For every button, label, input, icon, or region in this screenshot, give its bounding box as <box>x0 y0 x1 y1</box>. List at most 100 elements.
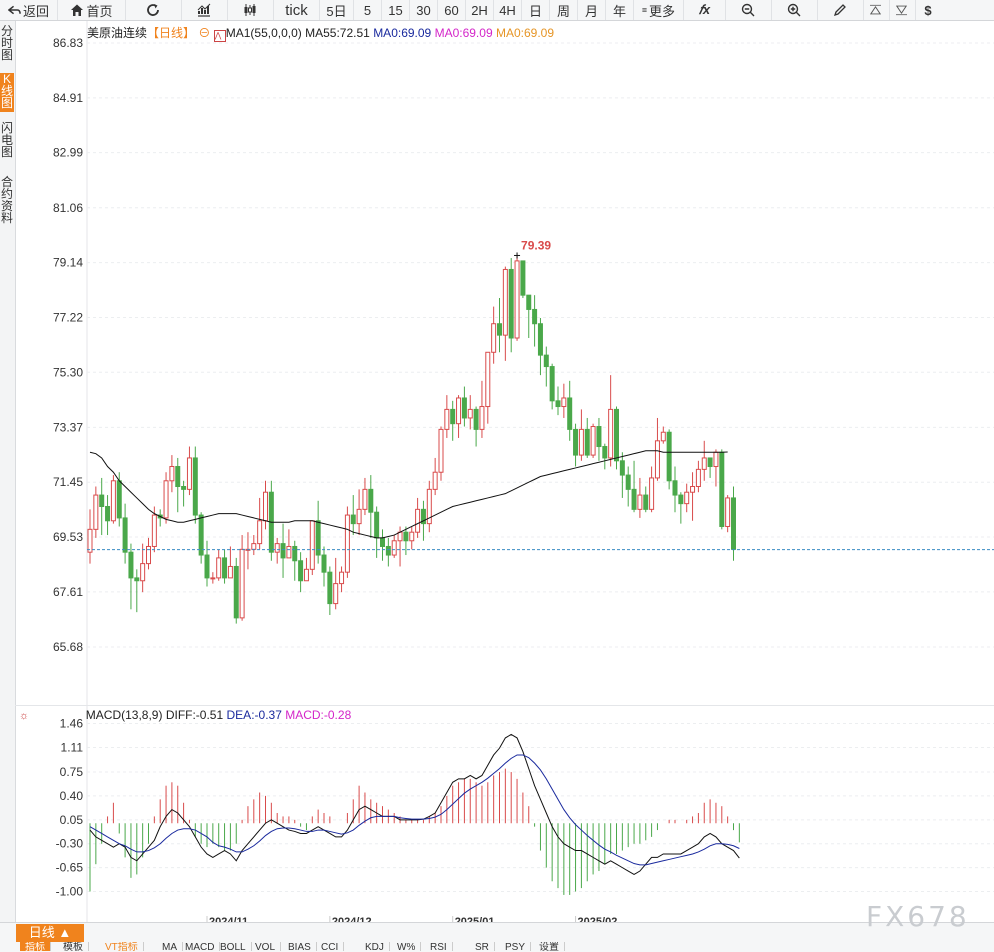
indicator-tab-13[interactable]: PSY <box>500 942 532 951</box>
macd-chart-panel[interactable]: ☼ MACD(13,8,9) DIFF:-0.51 DEA:-0.37 MACD… <box>15 705 994 928</box>
candle-body <box>298 560 304 582</box>
candle-body <box>263 491 268 522</box>
candle-body <box>257 520 263 545</box>
price-legend: 美原油连续【日线】 ⊖ ⋀ MA1(55,0,0,0) MA55:72.51 MA… <box>87 24 554 42</box>
triangle-up-button[interactable] <box>864 0 890 20</box>
period-button-9[interactable]: 月 <box>578 0 606 20</box>
indicator-tab-4[interactable]: MACD <box>180 942 221 951</box>
candle <box>315 500 321 564</box>
price-grid: 86.83 84.91 82.99 81.06 79.14 77.22 75.30 73.37… <box>53 36 994 654</box>
left-tab-2[interactable]: 闪电图 <box>0 121 13 159</box>
candle-body <box>660 431 666 442</box>
zoom-out-icon <box>741 3 754 17</box>
indicator-tab-10[interactable]: W% <box>392 942 422 951</box>
candle-body <box>725 497 731 527</box>
candle-body <box>637 494 643 510</box>
dollar-button[interactable]: $ <box>916 0 940 20</box>
back-button[interactable]: 返回 <box>0 0 58 20</box>
indicator-tab-6[interactable]: VOL <box>250 942 282 951</box>
refresh-button[interactable] <box>126 0 182 20</box>
period-button-6[interactable]: 4H <box>494 0 522 20</box>
left-tab-1[interactable]: K线图 <box>0 72 14 112</box>
candle <box>707 457 713 478</box>
price-chart-panel[interactable]: 美原油连续【日线】 ⊖ ⋀ MA1(55,0,0,0) MA55:72.51 MA… <box>15 21 994 705</box>
zoom-out-button[interactable] <box>726 0 772 20</box>
period-button-0[interactable]: 5日 <box>320 0 354 20</box>
period-button-7[interactable]: 日 <box>522 0 550 20</box>
triangle-down-button[interactable] <box>890 0 916 20</box>
candle <box>672 466 678 513</box>
candle <box>327 566 333 616</box>
more-button[interactable]: 更多 <box>634 0 684 20</box>
candle <box>186 446 192 496</box>
period-button-2[interactable]: 15 <box>382 0 410 20</box>
period-button-1[interactable]: 5 <box>354 0 382 20</box>
candle <box>725 495 731 533</box>
candle-body <box>432 471 438 490</box>
indicator-tab-1[interactable]: 模板 <box>58 942 89 951</box>
indicator-tab-8[interactable]: CCI <box>316 942 345 951</box>
candle <box>467 395 473 430</box>
candle <box>415 497 421 538</box>
candle-body <box>690 486 696 493</box>
macd-settings-icon[interactable]: ☼ <box>19 710 30 722</box>
draw-button[interactable] <box>818 0 864 20</box>
back-label: 返回 <box>22 3 49 19</box>
settings-icon[interactable]: ⊖ <box>198 26 211 40</box>
candle-body <box>105 505 111 522</box>
candle <box>438 426 444 481</box>
indicator-tab-11[interactable]: RSI <box>425 942 453 951</box>
candle <box>198 512 204 564</box>
candle-body <box>514 260 520 339</box>
indicator-tab-12[interactable]: SR <box>470 942 495 951</box>
left-tab-0[interactable]: 分时图 <box>0 24 13 62</box>
period-button-10[interactable]: 年 <box>606 0 634 20</box>
macd-chart-svg: 1.461.110.750.400.05-0.30-0.65-1.002024/… <box>56 706 994 928</box>
left-tab-3[interactable]: 合约资料 <box>0 175 13 225</box>
candle <box>567 380 573 441</box>
candle-body <box>128 551 134 579</box>
candle <box>409 526 415 550</box>
indicator-tab-0[interactable]: 指标 <box>20 942 51 951</box>
candle-body <box>508 268 514 339</box>
candle-body <box>625 474 631 490</box>
candle-body <box>397 531 403 542</box>
candle <box>298 552 304 593</box>
candle <box>614 406 619 470</box>
candle-body <box>368 488 374 513</box>
candle-body <box>543 354 549 368</box>
chart-type-button[interactable] <box>182 0 228 20</box>
candle <box>590 423 596 458</box>
candle-body <box>146 545 151 565</box>
zoom-in-button[interactable] <box>772 0 818 20</box>
indicator-tab-3[interactable]: MA <box>157 942 183 951</box>
indicator-tab-14[interactable]: 设置 <box>534 942 565 951</box>
indicator-tab-2[interactable]: VT指标 <box>100 942 144 951</box>
candle-body <box>116 480 122 519</box>
candle <box>368 475 374 538</box>
indicator-tab-5[interactable]: BOLL <box>215 942 252 951</box>
period-button-8[interactable]: 周 <box>550 0 578 20</box>
candle <box>461 386 467 427</box>
candle <box>514 255 520 341</box>
macd-axis-label: -0.65 <box>56 861 84 875</box>
period-label: 【日线】 <box>147 26 196 40</box>
candle <box>339 566 345 593</box>
formula-button[interactable]: 𝑓x <box>684 0 726 20</box>
indicator-tab-9[interactable]: KDJ <box>360 942 390 951</box>
candle <box>625 466 631 507</box>
candle-body <box>169 466 175 482</box>
period-dropdown-button[interactable]: 日线 ▲ <box>16 924 84 942</box>
home-button[interactable]: 首页 <box>58 0 126 20</box>
candle <box>643 486 649 513</box>
candle-body <box>122 517 128 553</box>
period-button-4[interactable]: 60 <box>438 0 466 20</box>
candlestick-button[interactable] <box>228 0 274 20</box>
period-button-5[interactable]: 2H <box>466 0 494 20</box>
candle-body <box>274 543 280 553</box>
candle <box>309 520 315 576</box>
diff-line <box>89 733 740 876</box>
indicator-tab-7[interactable]: BIAS <box>283 942 317 951</box>
tick-button[interactable]: tick <box>274 0 320 20</box>
period-button-3[interactable]: 30 <box>410 0 438 20</box>
